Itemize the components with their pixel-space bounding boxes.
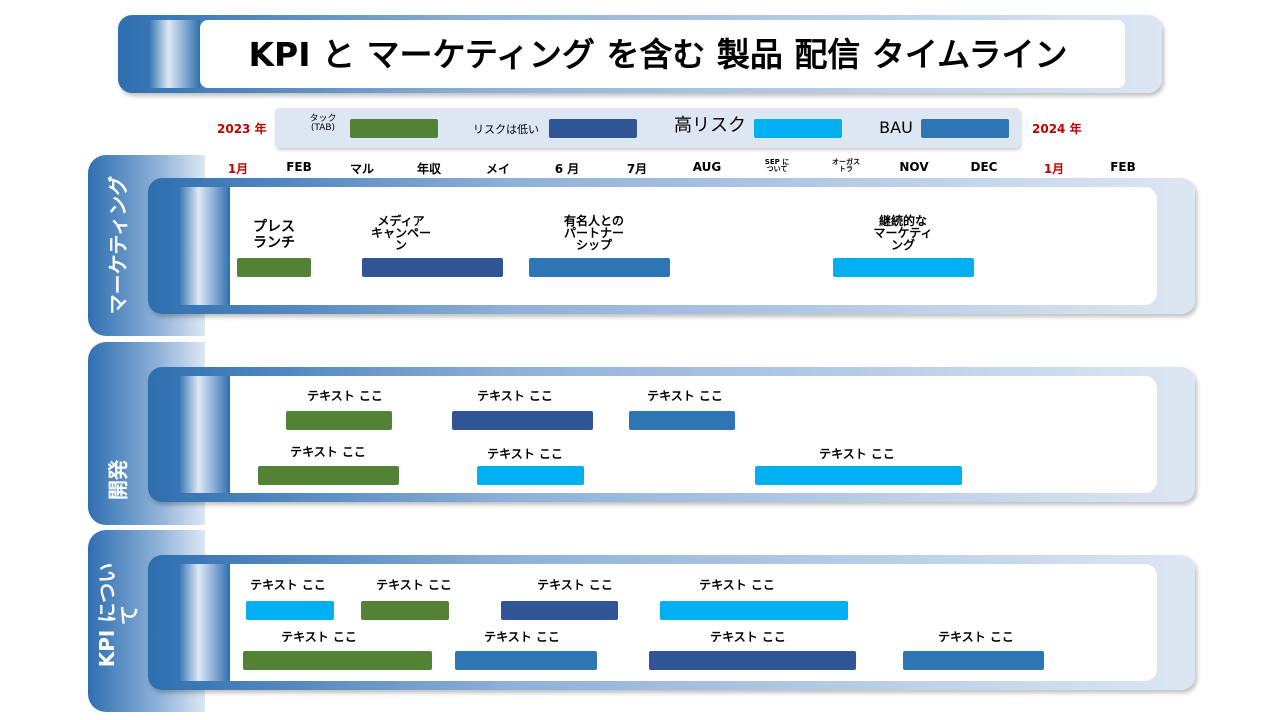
year-label: 2023 年 xyxy=(217,122,267,136)
month-label: マル xyxy=(349,162,375,176)
section-label: KPI について xyxy=(95,562,141,668)
task-label: テキスト ここ xyxy=(819,447,895,461)
month-label: FEB xyxy=(286,160,312,174)
month-label: FEB xyxy=(1110,160,1136,174)
task-label: テキスト ここ xyxy=(376,578,452,592)
task-bar xyxy=(237,258,311,277)
task-label: 有名人との パートナー シップ xyxy=(563,214,625,252)
task-bar xyxy=(529,258,670,277)
month-label: オーガス トラ xyxy=(832,158,860,173)
legend-swatch xyxy=(350,119,438,138)
task-bar xyxy=(286,411,392,430)
month-label: DEC xyxy=(970,160,998,174)
task-label: テキスト ここ xyxy=(699,578,775,592)
legend-swatch xyxy=(549,119,637,138)
title: KPI と マーケティング を含む 製品 配信 タイムライン xyxy=(248,35,1068,74)
task-label: テキスト ここ xyxy=(307,389,383,403)
legend-label: BAU xyxy=(879,118,913,137)
task-bar xyxy=(477,466,584,485)
task-bar xyxy=(660,601,848,620)
month-label: メイ xyxy=(485,162,511,176)
task-label: テキスト ここ xyxy=(938,630,1014,644)
legend-label: タック (TAB) xyxy=(309,114,337,133)
month-label: 6 月 xyxy=(554,162,580,176)
month-label: SEP に ついて xyxy=(764,158,790,173)
task-label: テキスト ここ xyxy=(710,630,786,644)
title-strip xyxy=(148,20,200,88)
task-bar xyxy=(629,411,735,430)
task-label: テキスト ここ xyxy=(477,389,553,403)
legend-swatch xyxy=(921,119,1009,138)
month-label: NOV xyxy=(899,160,929,174)
task-label: テキスト ここ xyxy=(484,630,560,644)
panel-strip xyxy=(178,376,230,493)
title-box xyxy=(200,20,1125,88)
legend-label: 高リスク xyxy=(674,115,746,136)
panel-body xyxy=(230,187,1157,305)
task-bar xyxy=(361,601,449,620)
task-bar xyxy=(452,411,593,430)
month-label: 7月 xyxy=(626,162,648,176)
month-label: 年収 xyxy=(416,162,442,176)
task-bar xyxy=(649,651,856,670)
task-label: テキスト ここ xyxy=(281,630,357,644)
year-label: 2024 年 xyxy=(1032,122,1082,136)
task-label: テキスト ここ xyxy=(487,447,563,461)
month-label: 1月 xyxy=(227,162,249,176)
task-bar xyxy=(258,466,399,485)
task-bar xyxy=(362,258,503,277)
task-bar xyxy=(455,651,597,670)
legend-swatch xyxy=(754,119,842,138)
task-bar xyxy=(755,466,962,485)
task-bar xyxy=(903,651,1044,670)
task-label: テキスト ここ xyxy=(647,389,723,403)
month-label: AUG xyxy=(692,160,722,174)
task-bar xyxy=(833,258,974,277)
section-label: マーケティング xyxy=(106,175,130,315)
task-label: テキスト ここ xyxy=(537,578,613,592)
task-bar xyxy=(501,601,618,620)
task-label: メディア キャンペー ン xyxy=(370,214,432,252)
task-bar xyxy=(243,651,432,670)
task-label: テキスト ここ xyxy=(290,445,366,459)
task-label: プレス ランチ xyxy=(253,219,295,251)
panel-strip xyxy=(178,187,230,305)
task-bar xyxy=(246,601,334,620)
month-label: 1月 xyxy=(1043,162,1065,176)
panel-strip xyxy=(178,564,230,681)
task-label: テキスト ここ xyxy=(250,578,326,592)
legend-label: リスクは低い xyxy=(473,123,539,136)
section-label: 開発 xyxy=(106,460,130,500)
task-label: 継続的な マーケティ ング xyxy=(873,214,933,252)
